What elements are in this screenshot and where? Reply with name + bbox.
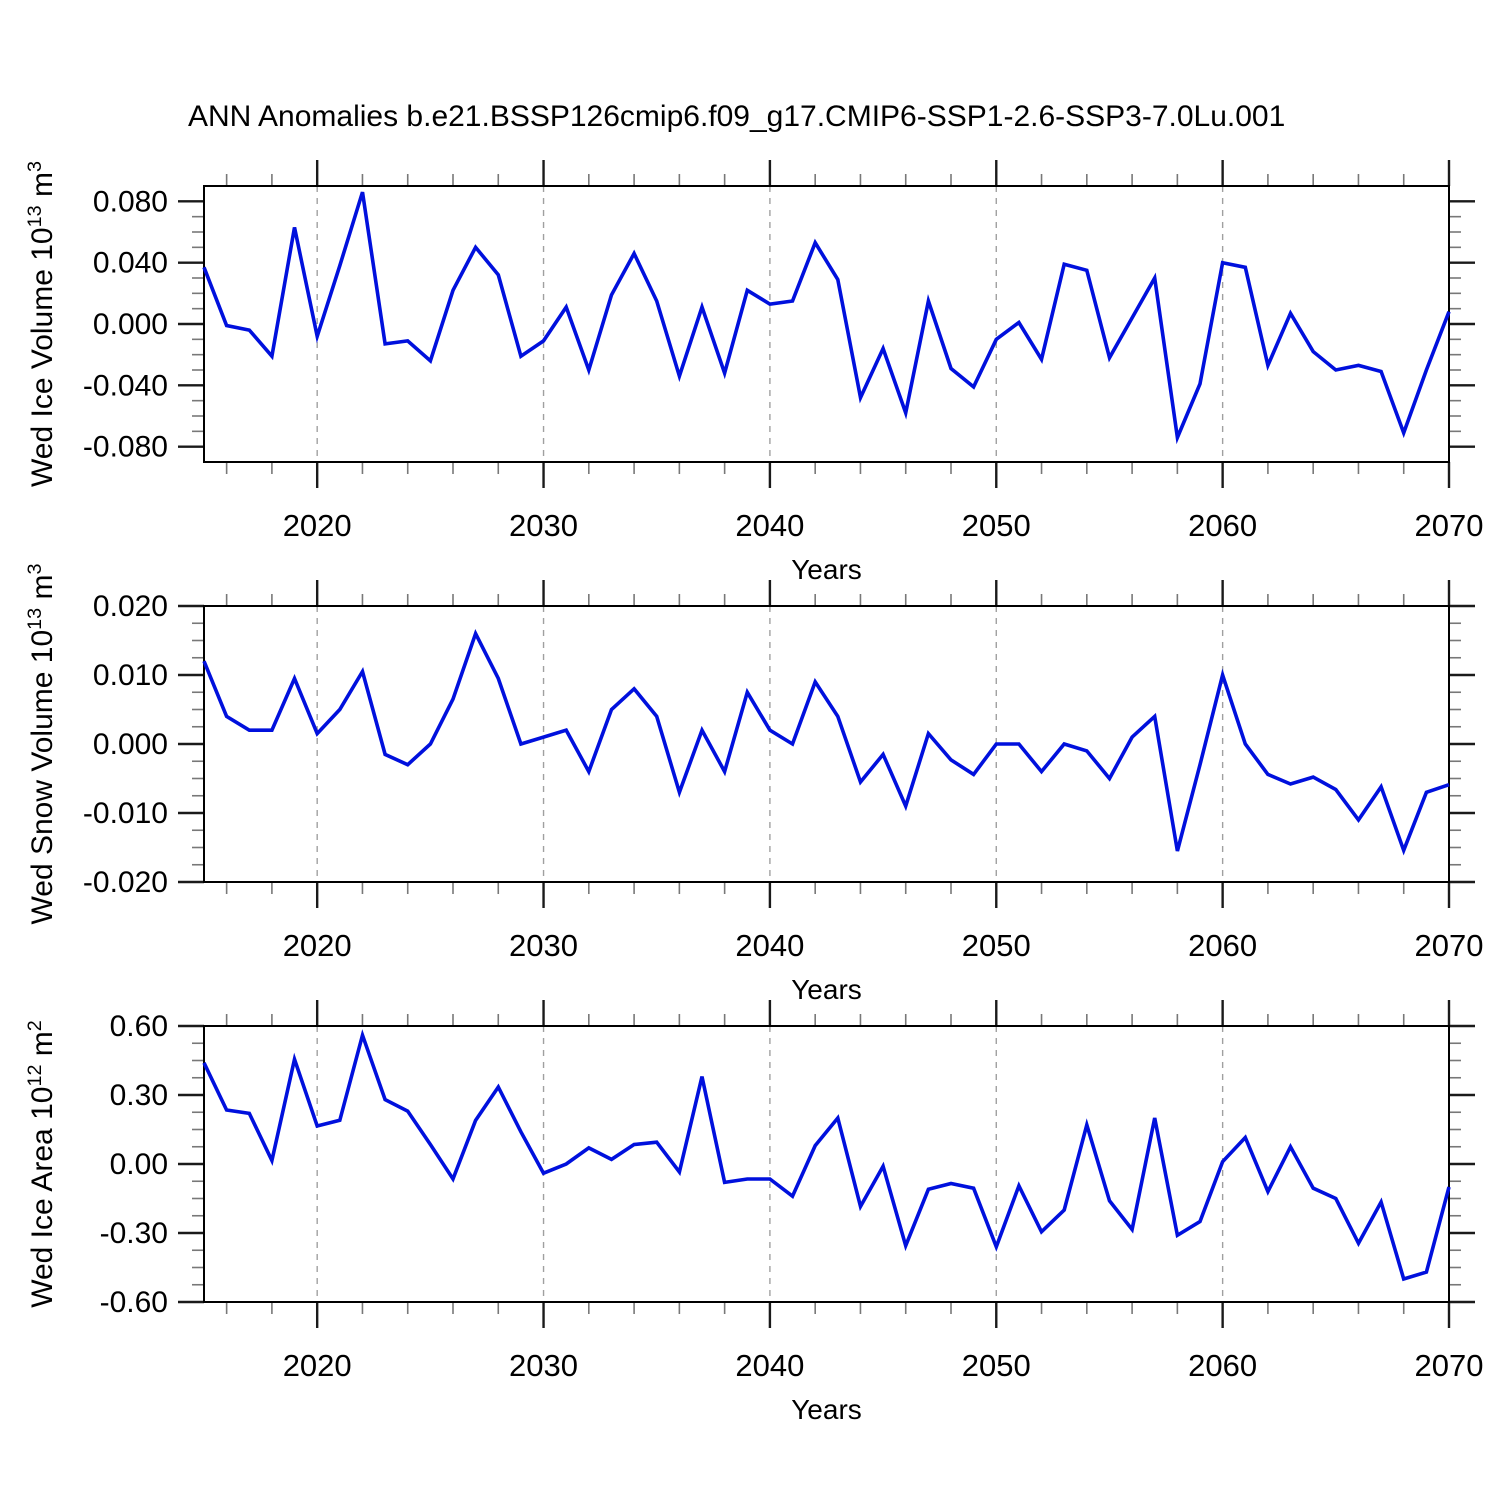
y-tick-label: 0.000 [93, 308, 168, 341]
plot-frame [203, 605, 1450, 883]
x-tick-label: 2060 [1188, 928, 1257, 963]
x-tick-label: 2050 [962, 928, 1031, 963]
y-tick-label: 0.080 [93, 185, 168, 218]
x-tick-label: 2050 [962, 1348, 1031, 1383]
x-tick-label: 2040 [735, 928, 804, 963]
data-line-wed-snow-volume [202, 628, 1450, 856]
x-tick-label: 2020 [283, 508, 352, 543]
y-tick-label: 0.020 [93, 590, 168, 623]
plot-frame [203, 185, 1450, 463]
x-tick-label: 2020 [283, 928, 352, 963]
y-tick-label: 0.00 [110, 1148, 168, 1181]
x-tick-label: 2070 [1415, 928, 1484, 963]
y-tick-label: -0.30 [100, 1217, 168, 1250]
x-tick-label: 2050 [962, 508, 1031, 543]
x-tick-label: 2060 [1188, 508, 1257, 543]
x-tick-label: 2040 [735, 1348, 804, 1383]
x-axis-label: Years [791, 554, 862, 585]
data-line-wed-ice-volume [202, 191, 1451, 445]
y-tick-label: -0.080 [83, 431, 168, 464]
x-axis-label: Years [791, 974, 862, 1005]
y-tick-label: 0.30 [110, 1079, 168, 1112]
y-tick-label: -0.60 [100, 1286, 168, 1319]
y-tick-label: 0.60 [110, 1010, 168, 1043]
x-axis-label: Years [791, 1394, 862, 1425]
y-tick-label: -0.040 [83, 369, 168, 402]
figure-title: ANN Anomalies b.e21.BSSP126cmip6.f09_g17… [188, 100, 1286, 133]
x-tick-label: 2030 [509, 928, 578, 963]
x-tick-label: 2070 [1415, 508, 1484, 543]
y-tick-label: -0.010 [83, 797, 168, 830]
x-tick-label: 2040 [735, 508, 804, 543]
data-line-wed-ice-area [202, 1029, 1451, 1282]
y-tick-label: -0.020 [83, 866, 168, 899]
x-tick-label: 2070 [1415, 1348, 1484, 1383]
x-tick-label: 2030 [509, 1348, 578, 1383]
x-tick-label: 2060 [1188, 1348, 1257, 1383]
y-tick-label: 0.010 [93, 659, 168, 692]
x-tick-label: 2030 [509, 508, 578, 543]
y-tick-label: 0.000 [93, 728, 168, 761]
x-tick-label: 2020 [283, 1348, 352, 1383]
y-tick-label: 0.040 [93, 247, 168, 280]
plot-frame [203, 1025, 1450, 1303]
